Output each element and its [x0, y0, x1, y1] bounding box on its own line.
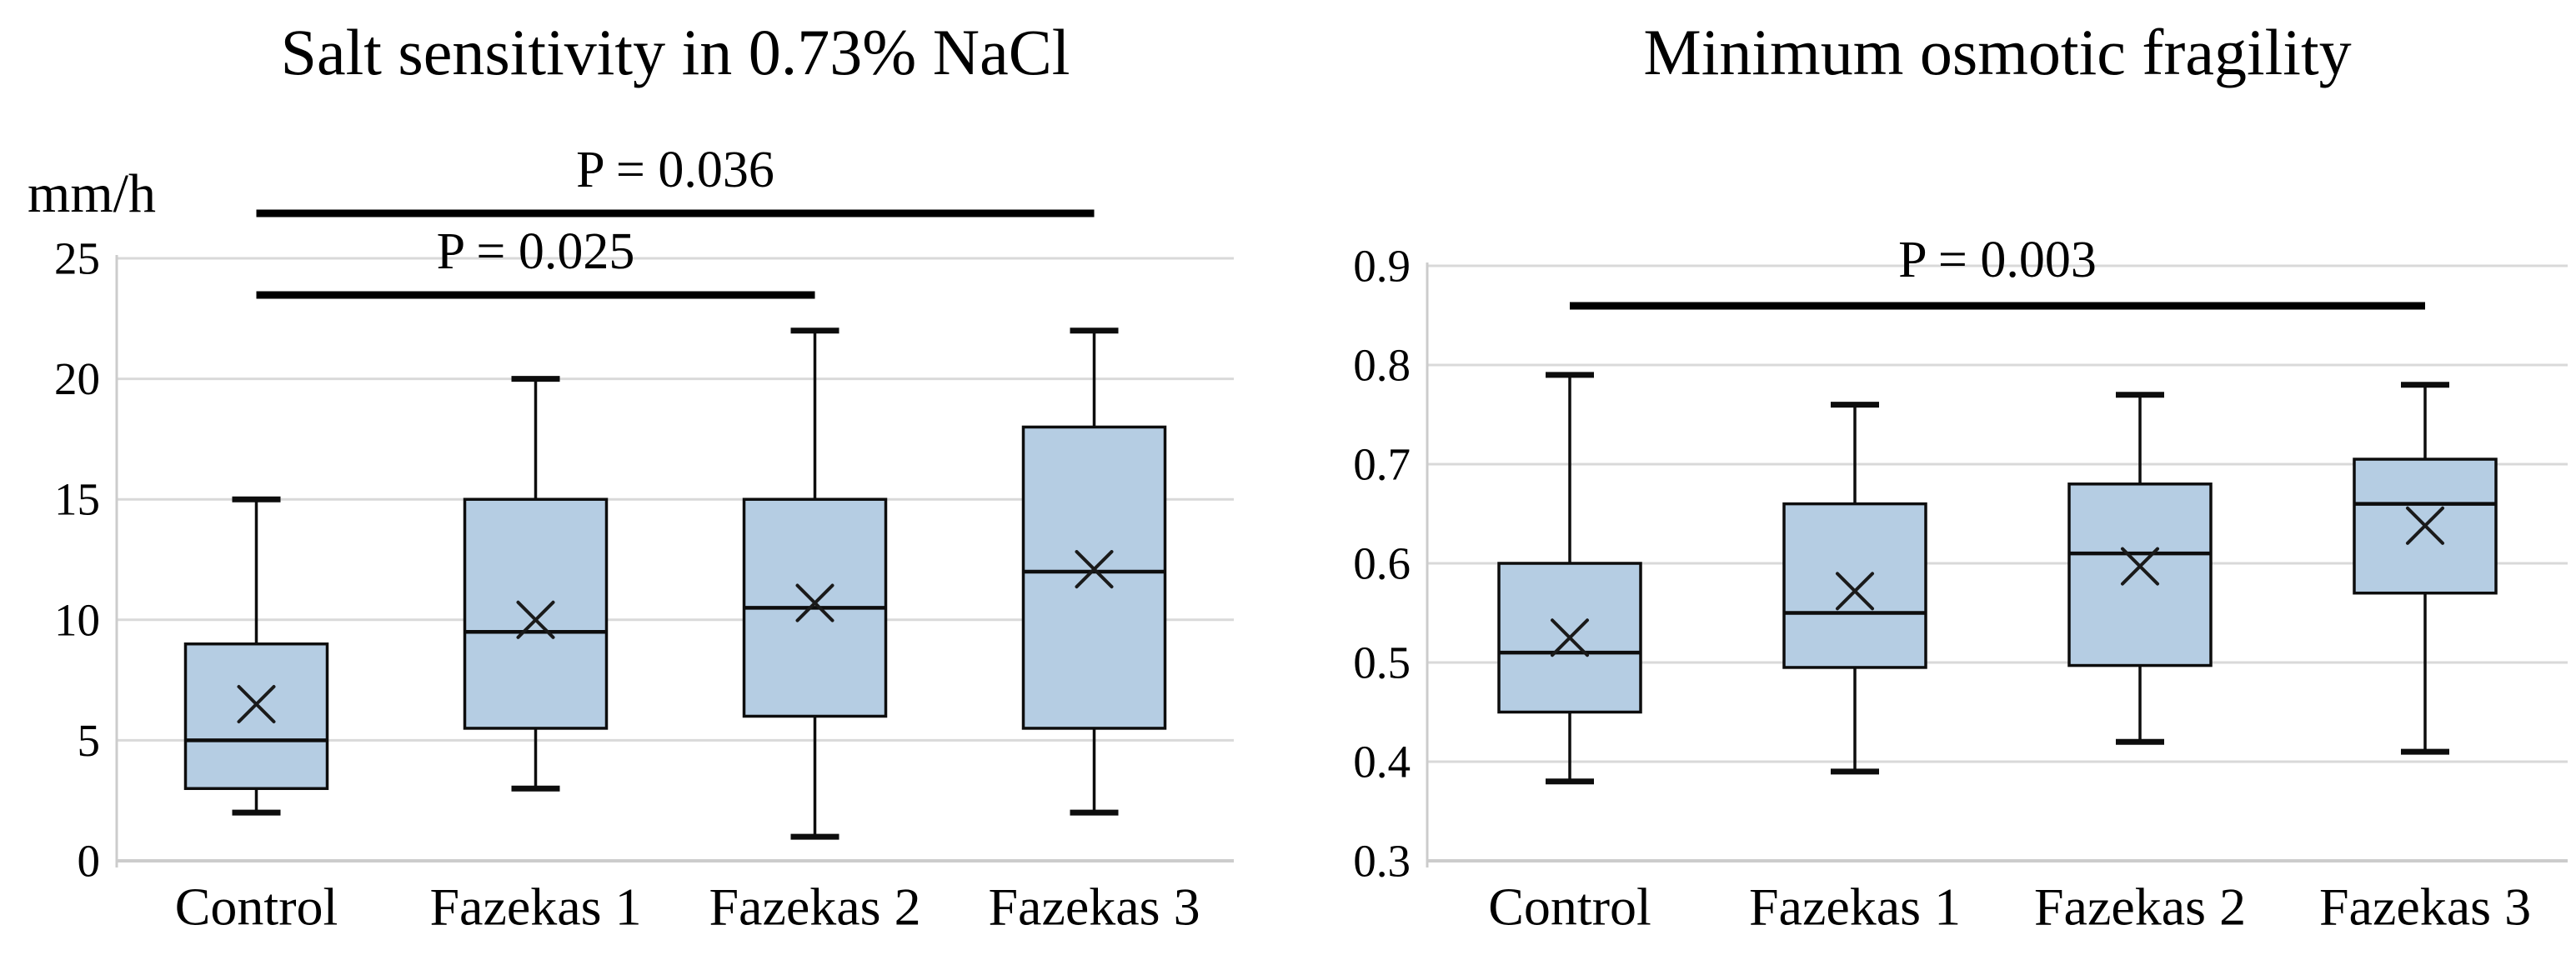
y-tick-label: 0.9	[1353, 241, 1411, 292]
mean-x-marker	[1836, 572, 1874, 611]
y-tick-label: 0	[78, 836, 101, 887]
box-group-fazekas-2	[742, 328, 888, 840]
chart-salt-sensitivity: Salt sensitivity in 0.73% NaCl mm/h 0 5 10…	[27, 16, 1234, 937]
y-tick-label: 20	[54, 353, 100, 404]
mean-x-marker	[795, 583, 834, 622]
box-group-fazekas-3	[2353, 382, 2498, 755]
iqr-box	[1782, 502, 1927, 669]
mean-x-marker	[2121, 547, 2159, 586]
iqr-box	[1021, 425, 1167, 730]
y-tick-label: 10	[54, 594, 100, 645]
y-tick-label: 0.8	[1353, 340, 1411, 391]
mean-x-marker	[237, 685, 276, 724]
iqr-box	[183, 642, 329, 790]
category-label: Fazekas 2	[709, 878, 920, 937]
box-group-fazekas-3	[1021, 328, 1167, 816]
category-label: Fazekas 1	[1749, 878, 1961, 937]
y-tick-label: 0.5	[1353, 638, 1411, 688]
p-value-label: P = 0.025	[437, 223, 635, 280]
category-label: Fazekas 3	[988, 878, 1200, 937]
box-group-fazekas-1	[1782, 402, 1927, 775]
category-label: Fazekas 1	[429, 878, 641, 937]
mean-x-marker	[516, 600, 555, 639]
iqr-box	[2067, 482, 2213, 668]
category-label: Control	[1488, 878, 1651, 937]
y-axis-unit-label: mm/h	[27, 163, 156, 224]
box-group-control	[183, 496, 329, 816]
box-group-fazekas-1	[463, 376, 609, 792]
p-value-label: P = 0.036	[576, 142, 774, 198]
box-group-control	[1497, 372, 1642, 785]
category-label: Fazekas 2	[2034, 878, 2246, 937]
chart-osmotic-fragility: Minimum osmotic fragility 0.3 0.4 0.5 0.6 0.…	[1288, 0, 2576, 975]
category-label: Fazekas 3	[2319, 878, 2531, 937]
category-label: Control	[175, 878, 338, 937]
boxplot-svg-left: 0 5 10 15 20 25 Control Fazekas 1 Fazekas 2 Fazek…	[54, 142, 1234, 937]
y-tick-label: 0.7	[1353, 439, 1411, 490]
mean-x-marker	[1075, 550, 1114, 589]
y-tick-label: 15	[54, 474, 100, 525]
mean-x-marker	[2406, 506, 2444, 545]
p-value-label: P = 0.003	[1898, 232, 2097, 288]
chart-title-left: Salt sensitivity in 0.73% NaCl	[280, 16, 1070, 88]
chart-title-right: Minimum osmotic fragility	[1643, 16, 2352, 88]
y-tick-label: 0.4	[1353, 737, 1411, 788]
y-tick-label: 25	[54, 233, 100, 284]
mean-x-marker	[1551, 618, 1589, 658]
box-group-fazekas-2	[2067, 392, 2213, 745]
y-tick-label: 0.6	[1353, 538, 1411, 589]
iqr-box	[463, 498, 609, 730]
boxplot-svg-right: 0.3 0.4 0.5 0.6 0.7 0.8 0.9 Control Fazekas 1 Faz…	[1353, 232, 2568, 937]
y-tick-label: 0.3	[1353, 836, 1411, 887]
y-tick-label: 5	[78, 715, 101, 766]
